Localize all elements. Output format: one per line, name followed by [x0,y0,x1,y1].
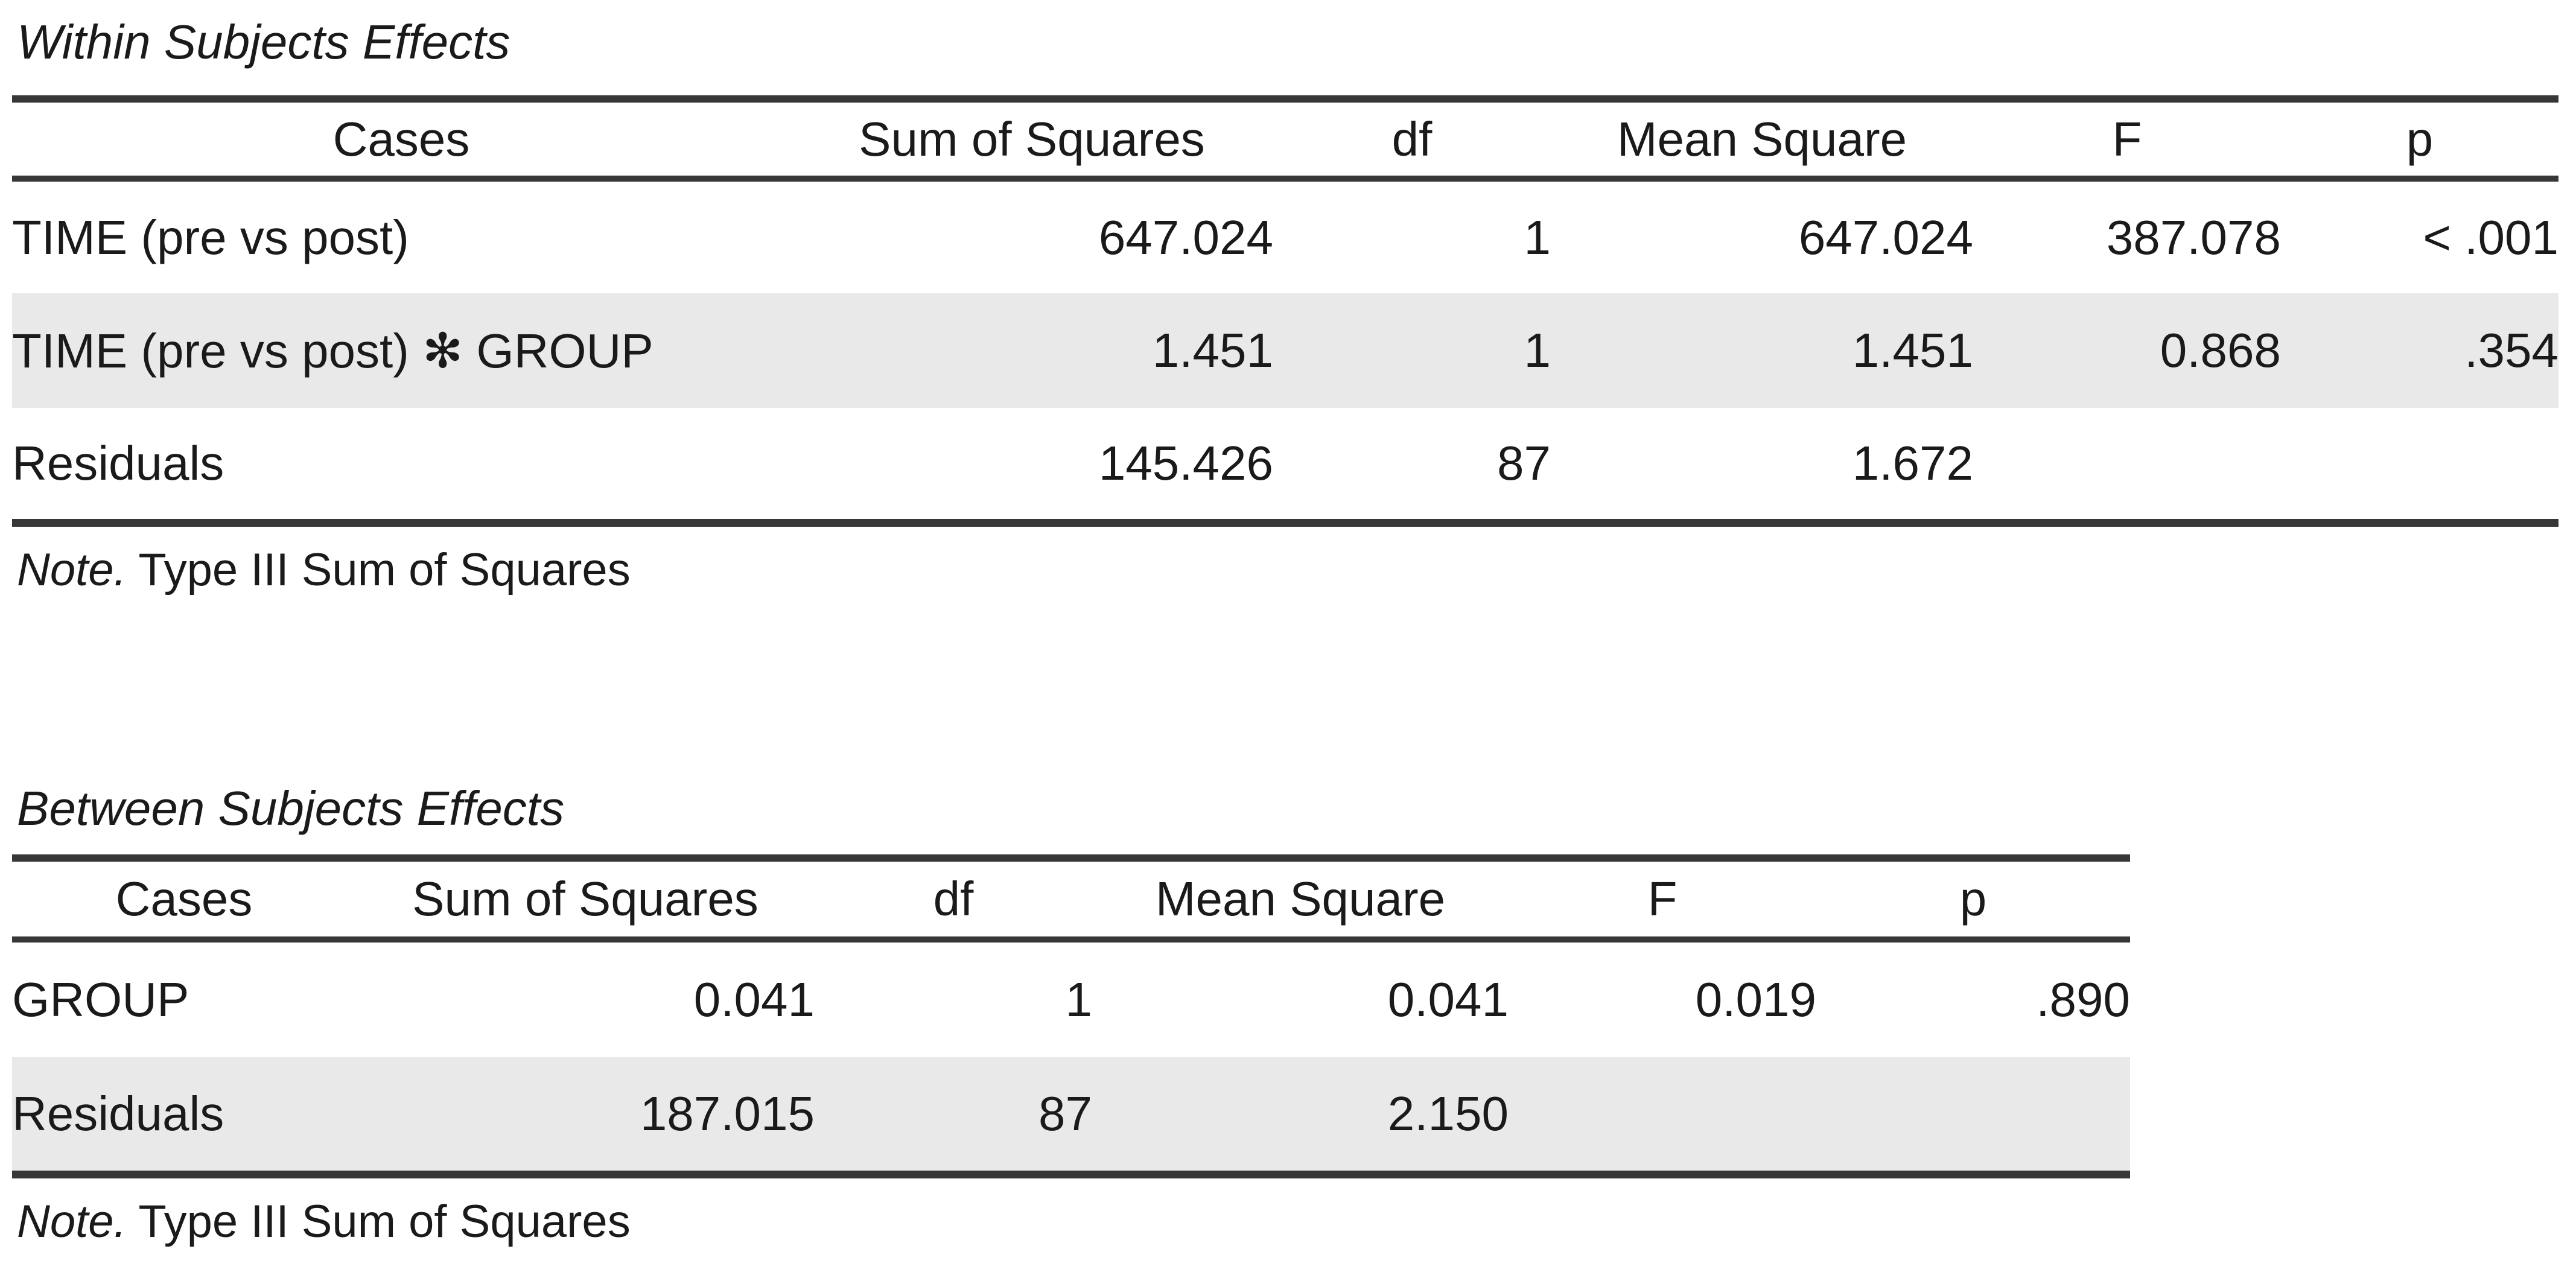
cell-f: 0.019 [1695,972,1816,1026]
between-subjects-effects-section: Between Subjects Effects Cases Sum of Sq… [12,780,2576,1251]
cell-p: < .001 [2423,210,2559,264]
cell-cases: TIME (pre vs post) [12,210,409,264]
column-header-mean-square: Mean Square [1092,857,1509,943]
column-header-f: F [1509,857,1816,943]
table-row: TIME (pre vs post) ✻ GROUP 1.451 1 1.451… [12,293,2559,408]
results-sheet: Within Subjects Effects Cases Sum of Squ… [12,13,2576,1251]
cell-cases: GROUP [12,972,189,1026]
cell-cases: Residuals [12,1086,224,1140]
cell-cases: TIME (pre vs post) ✻ GROUP [12,323,654,378]
within-subjects-anova-table: Cases Sum of Squares df Mean Square F p … [12,95,2559,527]
cell-cases: Residuals [12,436,224,490]
table-row: Residuals 187.015 87 2.150 [12,1057,2130,1175]
column-header-cases: Cases [12,857,356,943]
column-header-f: F [1973,99,2281,182]
cell-df: 1 [1524,323,1551,377]
cell-p: .890 [2036,972,2130,1026]
within-subjects-effects-section: Within Subjects Effects Cases Sum of Squ… [12,13,2576,599]
cell-mean-square: 2.150 [1387,1086,1509,1140]
column-header-p: p [2281,99,2559,182]
cell-df: 87 [1497,436,1551,490]
cell-df: 1 [1524,210,1551,264]
column-header-sum-of-squares: Sum of Squares [790,99,1273,182]
column-header-mean-square: Mean Square [1551,99,1973,182]
cell-p: .354 [2464,323,2559,377]
note-label: Note. [17,544,127,596]
cell-mean-square: 1.672 [1852,436,1973,490]
table-title: Between Subjects Effects [17,781,565,835]
header-row: Cases Sum of Squares df Mean Square F p [12,857,2130,943]
cell-sum-of-squares: 145.426 [1098,436,1273,490]
table-row: GROUP 0.041 1 0.041 0.019 .890 [12,939,2130,1057]
cell-sum-of-squares: 187.015 [640,1086,815,1140]
note-text: Type III Sum of Squares [126,544,631,596]
cell-sum-of-squares: 0.041 [693,972,815,1026]
between-subjects-anova-table: Cases Sum of Squares df Mean Square F p … [12,854,2130,1178]
cell-p [1816,1057,2130,1175]
column-header-sum-of-squares: Sum of Squares [356,857,815,943]
cell-f: 387.078 [2106,210,2281,264]
column-header-df: df [815,857,1092,943]
cell-sum-of-squares: 647.024 [1098,210,1273,264]
cell-mean-square: 1.451 [1852,323,1973,377]
cell-mean-square: 647.024 [1798,210,1973,264]
column-header-cases: Cases [12,99,790,182]
table-title: Within Subjects Effects [17,15,510,69]
note-text: Type III Sum of Squares [126,1196,631,1247]
note-label: Note. [17,1196,127,1247]
table-note: Note. Type III Sum of Squares [17,541,2576,599]
table-row: Residuals 145.426 87 1.672 [12,408,2559,523]
cell-f [1509,1057,1816,1175]
cell-mean-square: 0.041 [1387,972,1509,1026]
cell-df: 1 [1065,972,1093,1026]
cell-sum-of-squares: 1.451 [1152,323,1273,377]
cell-p [2281,408,2559,523]
cell-f [1973,408,2281,523]
cell-df: 87 [1038,1086,1092,1140]
column-header-df: df [1273,99,1551,182]
cell-f: 0.868 [2160,323,2281,377]
table-note: Note. Type III Sum of Squares [17,1193,2576,1250]
header-row: Cases Sum of Squares df Mean Square F p [12,99,2559,182]
table-row: TIME (pre vs post) 647.024 1 647.024 387… [12,179,2559,293]
column-header-p: p [1816,857,2130,943]
